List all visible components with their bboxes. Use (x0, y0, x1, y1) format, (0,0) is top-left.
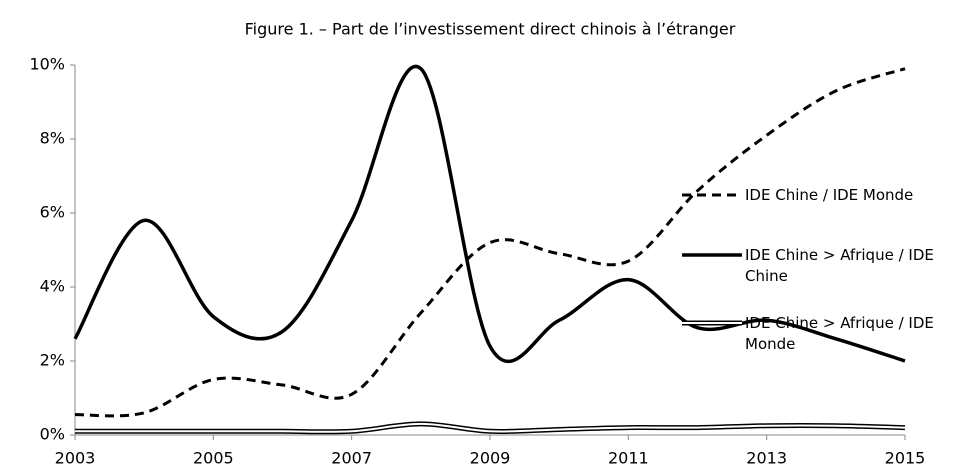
legend-label: IDE Chine > Afrique / IDE Monde (745, 314, 934, 353)
chart-title: Figure 1. – Part de l’investissement dir… (245, 20, 736, 39)
y-tick-label: 10% (29, 55, 65, 74)
y-tick-label: 4% (40, 277, 65, 296)
x-tick-label: 2015 (885, 449, 926, 468)
y-tick-label: 2% (40, 351, 65, 370)
legend-label: IDE Chine > Afrique / IDE Chine (745, 246, 934, 285)
series-line (74, 67, 906, 418)
x-tick-label: 2003 (55, 449, 96, 468)
legend-label: IDE Chine / IDE Monde (745, 186, 914, 204)
y-tick-label: 8% (40, 129, 65, 148)
series-line (75, 422, 906, 433)
x-tick-label: 2007 (331, 449, 372, 468)
x-tick-label: 2005 (193, 449, 234, 468)
x-tick-label: 2009 (470, 449, 511, 468)
y-tick-label: 6% (40, 203, 65, 222)
x-tick-label: 2011 (608, 449, 649, 468)
x-tick-label: 2013 (746, 449, 787, 468)
y-tick-label: 0% (40, 425, 65, 444)
